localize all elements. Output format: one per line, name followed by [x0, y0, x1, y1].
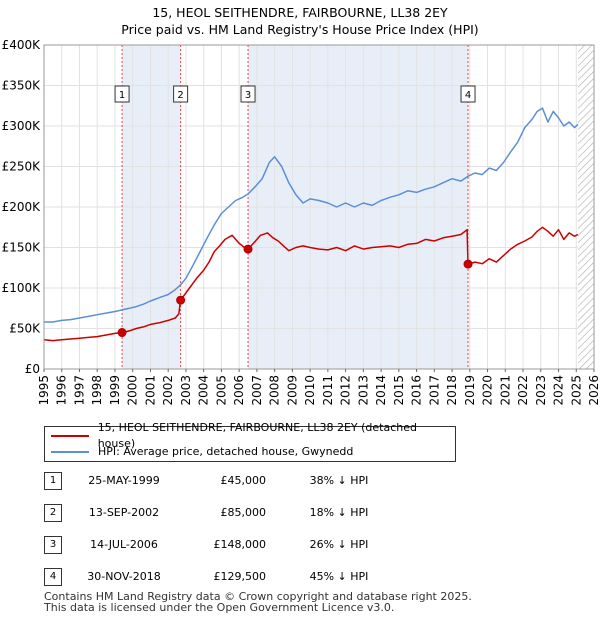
sale-date: 25-MAY-1999	[88, 474, 160, 487]
x-tick-label: 2022	[516, 375, 530, 406]
x-tick-label: 1997	[72, 375, 86, 406]
sale-price: £45,000	[220, 474, 267, 487]
footer-licence: This data is licensed under the Open Gov…	[44, 601, 395, 614]
future-hatch	[578, 45, 594, 369]
title-line-1: 15, HEOL SEITHENDRE, FAIRBOURNE, LL38 2E…	[152, 5, 448, 20]
x-tick-label: 2006	[232, 375, 246, 406]
y-tick-label: £200K	[2, 200, 42, 214]
sale-row: 1 25-MAY-1999 £45,000 38% ↓ HPI	[44, 472, 404, 490]
sale-marker-label: 3	[245, 90, 251, 101]
y-tick-label: £300K	[2, 119, 42, 133]
footer: Contains HM Land Registry data © Crown c…	[44, 591, 472, 613]
sale-price: £85,000	[220, 506, 267, 519]
sale-point	[243, 244, 253, 254]
series-lines	[44, 107, 579, 342]
x-tick-label: 2015	[392, 375, 406, 406]
y-tick-label: £100K	[2, 281, 42, 295]
x-tick-label: 2018	[445, 375, 459, 406]
sale-marker-label: 1	[119, 90, 125, 101]
sale-number-badge: 4	[44, 568, 62, 586]
legend-item-property: 15, HEOL SEITHENDRE, FAIRBOURNE, LL38 2E…	[51, 421, 455, 450]
sale-marker-box	[114, 85, 130, 103]
x-tick-label: 2017	[427, 375, 441, 406]
sale-hpi-diff: 45% ↓ HPI	[309, 570, 369, 583]
sale-hpi-diff: 38% ↓ HPI	[309, 474, 369, 487]
y-axis: £0 £50K £100K £150K £200K £250K £300K £350K £400…	[2, 38, 42, 376]
series-line-property	[44, 226, 579, 342]
sale-hpi-diff: 18% ↓ HPI	[309, 506, 369, 519]
future-hatch-area	[578, 45, 594, 369]
sale-date: 14-JUL-2006	[90, 538, 158, 551]
sale-price: £129,500	[213, 570, 267, 583]
x-tick-label: 2007	[250, 375, 264, 406]
sale-marker-lines: 1 2 3 4	[114, 45, 476, 369]
sale-marker-label: 2	[177, 90, 183, 101]
legend-item-hpi: HPI: Average price, detached house, Gwyn…	[51, 444, 353, 460]
plot-frame	[43, 44, 595, 370]
sale-marker-box	[460, 85, 476, 103]
x-tick-label: 2026	[587, 375, 600, 406]
sale-point	[463, 259, 473, 269]
sale-point	[176, 295, 186, 305]
legend-swatch-property	[51, 435, 89, 437]
sale-point	[117, 328, 127, 338]
sale-date: 13-SEP-2002	[88, 506, 160, 519]
sale-marker-box	[240, 85, 256, 103]
sale-points	[117, 244, 473, 338]
x-tick-label: 2025	[569, 375, 583, 406]
sale-number-badge: 2	[44, 504, 62, 522]
x-tick-label: 2005	[214, 375, 228, 406]
series-line-hpi	[44, 107, 579, 323]
x-tick-label: 2000	[126, 375, 140, 406]
x-tick-label: 2011	[321, 375, 335, 406]
sale-row: 3 14-JUL-2006 £148,000 26% ↓ HPI	[44, 536, 404, 554]
y-tick-label: £0	[25, 362, 40, 376]
legend-label-hpi: HPI: Average price, detached house, Gwyn…	[98, 445, 354, 458]
title-line-2: Price paid vs. HM Land Registry's House …	[121, 22, 479, 37]
x-tick-label: 2013	[356, 375, 370, 406]
sale-number-badge: 1	[44, 472, 62, 490]
x-tick-label: 2014	[374, 375, 388, 406]
x-tick-label: 2024	[552, 375, 566, 406]
y-tick-label: £50K	[9, 322, 41, 336]
x-tick-label: 2009	[285, 375, 299, 406]
sale-hpi-diff: 26% ↓ HPI	[309, 538, 369, 551]
y-tick-label: £250K	[2, 160, 42, 174]
x-tick-label: 2001	[143, 375, 157, 406]
y-tick-label: £150K	[2, 241, 42, 255]
legend: 15, HEOL SEITHENDRE, FAIRBOURNE, LL38 2E…	[44, 421, 456, 462]
grid-lines	[43, 44, 595, 370]
x-tick-label: 2008	[268, 375, 282, 406]
sale-row: 4 30-NOV-2018 £129,500 45% ↓ HPI	[44, 568, 404, 586]
x-tick-label: 2016	[410, 375, 424, 406]
footer-copyright: Contains HM Land Registry data © Crown c…	[44, 590, 472, 603]
y-tick-label: £400K	[2, 38, 42, 52]
x-axis: 1995 1996 1997 1998 1999 2000 2001 2002 2003 2004…	[37, 369, 600, 406]
sale-date: 30-NOV-2018	[87, 570, 161, 583]
y-tick-label: £350K	[2, 79, 42, 93]
chart-title: 15, HEOL SEITHENDRE, FAIRBOURNE, LL38 2E…	[0, 4, 600, 38]
x-tick-label: 2004	[197, 375, 211, 406]
x-tick-label: 1999	[108, 375, 122, 406]
x-tick-label: 2010	[303, 375, 317, 406]
sale-price: £148,000	[213, 538, 267, 551]
x-tick-label: 2002	[161, 375, 175, 406]
x-tick-label: 2003	[179, 375, 193, 406]
sale-number-badge: 3	[44, 536, 62, 554]
x-tick-label: 1996	[55, 375, 69, 406]
legend-label-property: 15, HEOL SEITHENDRE, FAIRBOURNE, LL38 2E…	[97, 421, 417, 450]
x-tick-label: 2023	[534, 375, 548, 406]
x-tick-label: 1995	[37, 375, 51, 406]
x-tick-label: 2012	[339, 375, 353, 406]
legend-swatch-hpi	[51, 451, 89, 453]
x-tick-label: 2020	[481, 375, 495, 406]
x-tick-label: 1998	[90, 375, 104, 406]
sale-row: 2 13-SEP-2002 £85,000 18% ↓ HPI	[44, 504, 404, 522]
x-tick-label: 2021	[498, 375, 512, 406]
price-chart: 1 2 3 4 £0 £50K £100K £150K £200K £250K £300K £350…	[2, 38, 600, 406]
sale-marker-label: 4	[465, 90, 471, 101]
sale-marker-box	[173, 85, 189, 103]
x-tick-label: 2019	[463, 375, 477, 406]
